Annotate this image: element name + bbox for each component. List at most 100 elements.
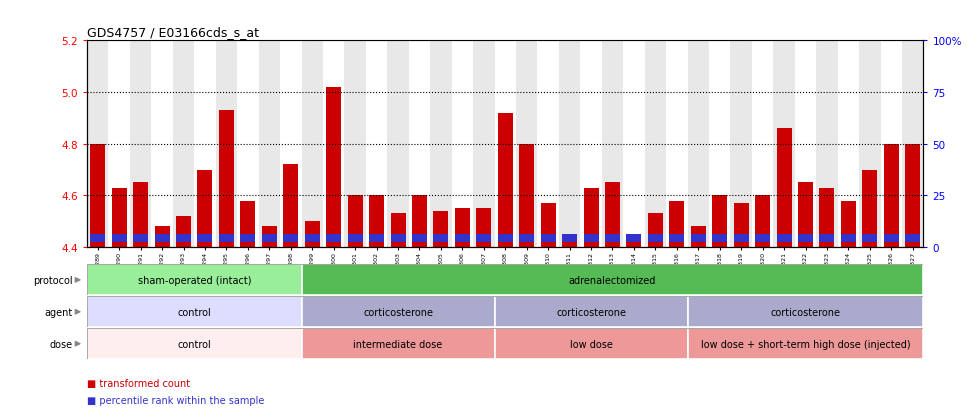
Bar: [819, 235, 835, 242]
Bar: [798, 183, 813, 247]
Bar: [538, 41, 559, 247]
Bar: [863, 235, 877, 242]
Bar: [302, 328, 494, 359]
Bar: [108, 41, 130, 247]
Bar: [837, 41, 859, 247]
Text: low dose: low dose: [570, 339, 612, 349]
Bar: [433, 235, 449, 242]
Bar: [87, 41, 108, 247]
Bar: [152, 41, 173, 247]
Bar: [669, 235, 685, 242]
Bar: [302, 265, 923, 296]
Bar: [347, 196, 363, 247]
Bar: [902, 41, 923, 247]
Bar: [112, 235, 127, 242]
Text: ■ transformed count: ■ transformed count: [87, 378, 190, 388]
Bar: [241, 235, 255, 242]
Bar: [688, 328, 923, 359]
Bar: [388, 41, 409, 247]
Bar: [280, 41, 302, 247]
Bar: [713, 235, 727, 242]
Bar: [90, 145, 105, 247]
Bar: [688, 297, 923, 328]
Bar: [454, 235, 470, 242]
Bar: [519, 145, 534, 247]
Bar: [580, 41, 601, 247]
Bar: [666, 41, 688, 247]
Bar: [819, 188, 835, 247]
Bar: [155, 227, 169, 247]
Bar: [130, 41, 152, 247]
Text: low dose + short-term high dose (injected): low dose + short-term high dose (injecte…: [701, 339, 910, 349]
Bar: [112, 188, 127, 247]
Bar: [562, 235, 577, 242]
Bar: [605, 183, 620, 247]
Text: corticosterone: corticosterone: [556, 307, 626, 317]
Bar: [583, 235, 599, 242]
Bar: [859, 41, 881, 247]
Bar: [541, 235, 556, 242]
Bar: [87, 328, 302, 359]
Bar: [884, 235, 898, 242]
Bar: [498, 235, 513, 242]
Text: agent: agent: [44, 307, 73, 317]
Bar: [347, 235, 363, 242]
Bar: [323, 41, 344, 247]
Bar: [155, 235, 169, 242]
Bar: [690, 227, 706, 247]
Text: sham-operated (intact): sham-operated (intact): [137, 275, 251, 285]
Bar: [623, 41, 645, 247]
Bar: [541, 204, 556, 247]
Bar: [798, 235, 813, 242]
Bar: [409, 41, 430, 247]
Bar: [258, 41, 280, 247]
Bar: [884, 145, 898, 247]
Bar: [326, 235, 341, 242]
Bar: [454, 209, 470, 247]
Bar: [498, 114, 513, 247]
Bar: [473, 41, 494, 247]
Bar: [477, 235, 491, 242]
Bar: [688, 41, 709, 247]
Bar: [645, 41, 666, 247]
Bar: [302, 41, 323, 247]
Bar: [559, 41, 580, 247]
Bar: [87, 297, 302, 328]
Bar: [219, 111, 234, 247]
Bar: [494, 297, 688, 328]
Text: GDS4757 / E03166cds_s_at: GDS4757 / E03166cds_s_at: [87, 26, 259, 39]
Text: dose: dose: [49, 339, 73, 349]
Text: protocol: protocol: [33, 275, 73, 285]
Bar: [219, 235, 234, 242]
Bar: [283, 165, 298, 247]
Bar: [216, 41, 237, 247]
Bar: [194, 41, 216, 247]
Bar: [262, 235, 277, 242]
Text: intermediate dose: intermediate dose: [353, 339, 443, 349]
Bar: [841, 235, 856, 242]
Bar: [176, 216, 191, 247]
Bar: [452, 41, 473, 247]
Bar: [730, 41, 752, 247]
Bar: [262, 227, 277, 247]
Bar: [627, 235, 641, 242]
Bar: [905, 235, 921, 242]
Bar: [241, 201, 255, 247]
Bar: [477, 209, 491, 247]
Bar: [133, 235, 148, 242]
Bar: [176, 235, 191, 242]
Bar: [734, 204, 748, 247]
Bar: [690, 235, 706, 242]
Bar: [87, 265, 302, 296]
Bar: [583, 188, 599, 247]
Text: ■ percentile rank within the sample: ■ percentile rank within the sample: [87, 395, 264, 405]
Bar: [494, 328, 688, 359]
Bar: [366, 41, 388, 247]
Bar: [601, 41, 623, 247]
Bar: [755, 196, 770, 247]
Bar: [669, 201, 685, 247]
Bar: [302, 297, 494, 328]
Bar: [709, 41, 730, 247]
Bar: [412, 196, 427, 247]
Bar: [777, 129, 792, 247]
